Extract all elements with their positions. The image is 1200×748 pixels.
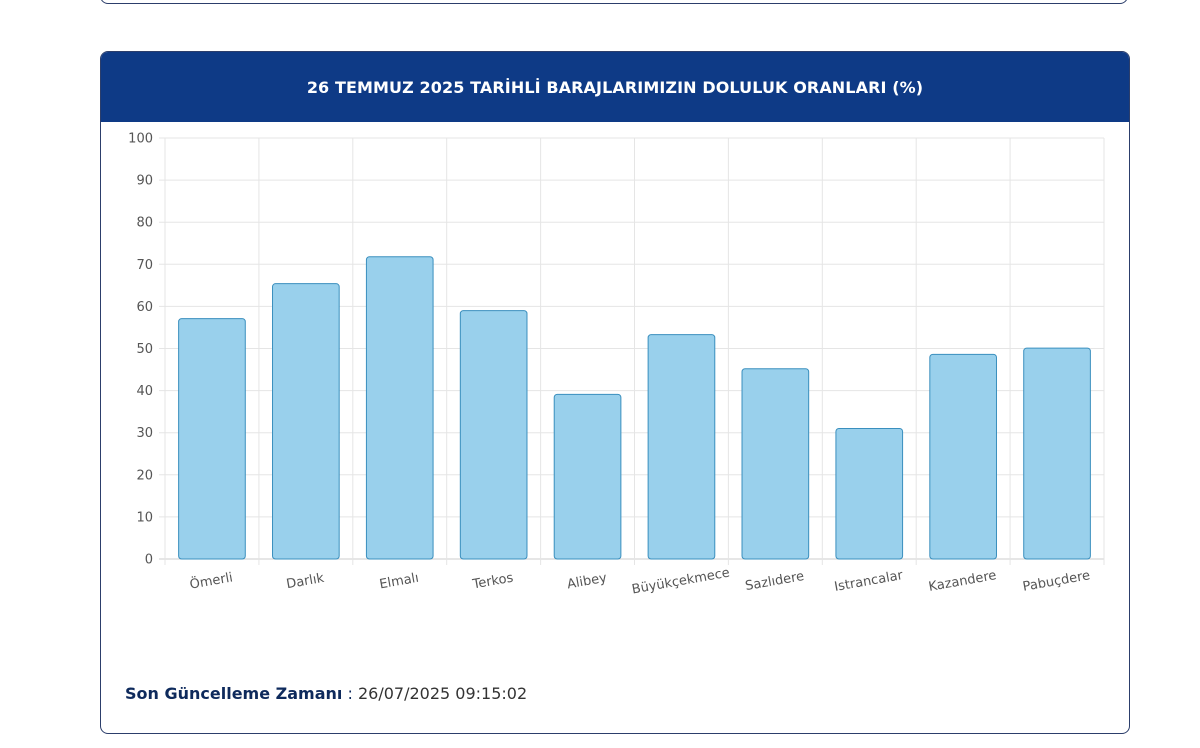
bar-chart: 0 10 20 30 40 50 60 70 80 90 100 Ömerli Darlık Elmalı… <box>128 132 1105 598</box>
y-tick-label: 60 <box>136 300 153 315</box>
chart-title: 26 TEMMUZ 2025 TARİHLİ BARAJLARIMIZIN DO… <box>101 52 1129 122</box>
bar <box>553 393 622 560</box>
previous-card-edge <box>100 0 1128 4</box>
y-tick-label: 50 <box>136 342 153 357</box>
x-tick-label: Büyükçekmece <box>631 566 731 598</box>
x-tick-label: Pabuçdere <box>1022 568 1092 595</box>
y-tick-label: 90 <box>136 174 153 189</box>
y-tick-label: 0 <box>145 553 153 568</box>
x-tick-label: Kazandere <box>927 568 997 595</box>
bar <box>835 427 904 560</box>
last-update-value: 26/07/2025 09:15:02 <box>357 684 528 703</box>
dam-occupancy-card: 26 TEMMUZ 2025 TARİHLİ BARAJLARIMIZIN DO… <box>100 51 1130 734</box>
bar <box>459 310 528 560</box>
last-update-separator: : <box>342 684 358 703</box>
x-tick-label: Ömerli <box>188 568 234 592</box>
bar <box>929 353 997 560</box>
y-tick-label: 40 <box>136 384 153 399</box>
x-tick-label: Alibey <box>566 571 608 593</box>
y-tick-label: 70 <box>136 258 153 273</box>
bar <box>272 283 340 560</box>
y-tick-label: 20 <box>136 468 153 483</box>
last-update-label: Son Güncelleme Zamanı <box>125 684 343 703</box>
bar <box>365 256 434 560</box>
bar <box>1023 347 1091 560</box>
last-update-line: Son Güncelleme Zamanı : 26/07/2025 09:15… <box>125 684 527 703</box>
x-tick-label: Darlık <box>285 571 326 592</box>
y-tick-label: 30 <box>136 426 153 441</box>
y-tick-label: 80 <box>136 216 153 231</box>
y-tick-label: 100 <box>128 132 153 147</box>
bar <box>741 368 810 560</box>
x-tick-label: Terkos <box>471 571 515 593</box>
y-tick-label: 10 <box>136 510 153 525</box>
bar <box>178 318 246 560</box>
x-tick-label: Istrancalar <box>833 568 904 595</box>
x-tick-label: Elmalı <box>378 571 420 593</box>
bar <box>647 334 716 560</box>
x-tick-label: Sazlıdere <box>744 569 805 594</box>
